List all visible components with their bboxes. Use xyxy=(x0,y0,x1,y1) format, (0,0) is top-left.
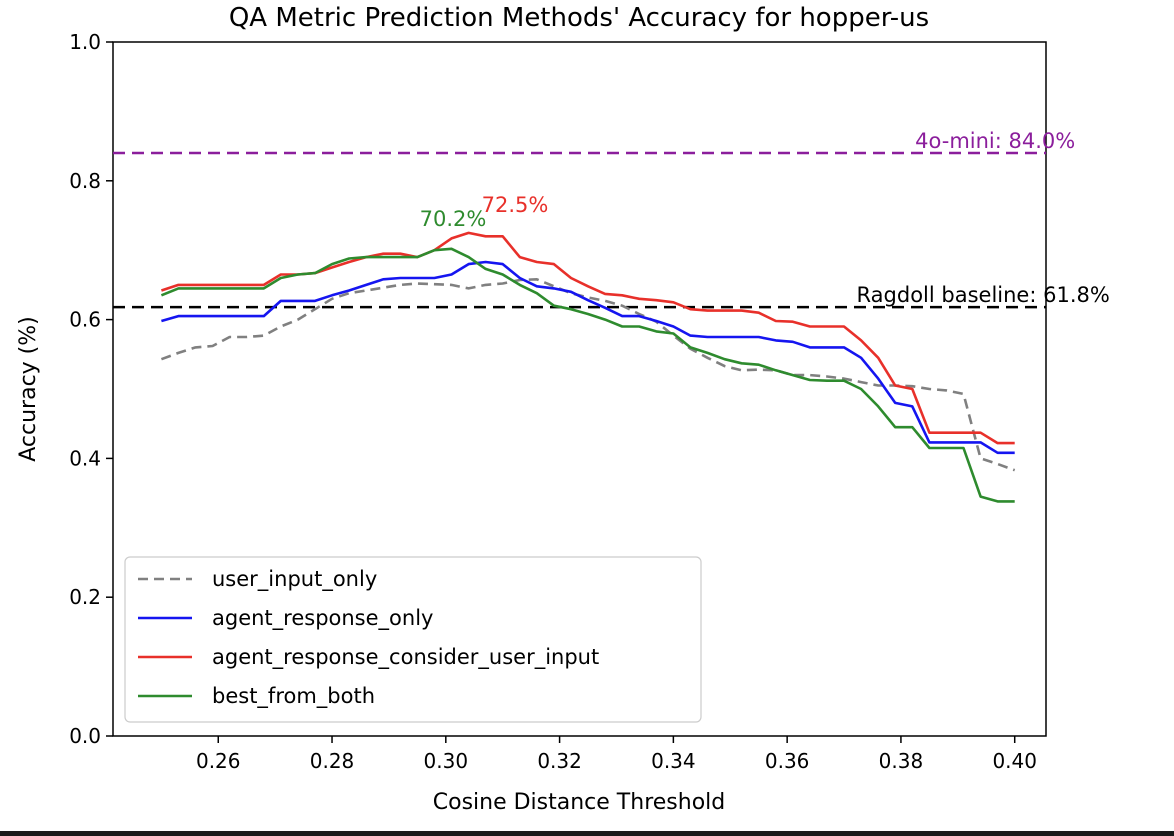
series-lines xyxy=(160,231,1016,503)
reference-line-label: 4o-mini: 84.0% xyxy=(915,129,1075,153)
x-tick-label: 0.36 xyxy=(765,749,810,773)
peak-annotation: 70.2% xyxy=(420,207,487,231)
y-axis: 0.0 0.2 0.4 0.6 0.8 1.0 xyxy=(69,30,113,748)
x-tick-label: 0.30 xyxy=(424,749,469,773)
series-line-agent_response_only xyxy=(161,260,1015,455)
series-line-best_from_both xyxy=(160,247,1015,503)
legend-box xyxy=(124,556,702,723)
y-tick-label: 0.6 xyxy=(69,308,101,332)
y-tick-label: 0.4 xyxy=(69,446,101,470)
legend-label: agent_response_consider_user_input xyxy=(212,645,599,670)
x-tick-label: 0.26 xyxy=(196,749,241,773)
reference-line-label: Ragdoll baseline: 61.8% xyxy=(857,283,1110,307)
y-tick-label: 1.0 xyxy=(69,30,101,54)
x-tick-label: 0.38 xyxy=(879,749,924,773)
bottom-border xyxy=(0,831,1174,836)
x-tick-label: 0.32 xyxy=(537,749,582,773)
legend-label: user_input_only xyxy=(212,567,377,592)
y-tick-label: 0.0 xyxy=(69,724,101,748)
y-tick-label: 0.2 xyxy=(69,585,101,609)
chart-title: QA Metric Prediction Methods' Accuracy f… xyxy=(229,3,929,33)
legend-label: agent_response_only xyxy=(212,606,433,631)
y-tick-label: 0.8 xyxy=(69,169,101,193)
x-tick-label: 0.34 xyxy=(651,749,696,773)
plot-area xyxy=(112,41,1047,737)
series-line-user_input_only xyxy=(160,277,1016,472)
peak-annotation: 72.5% xyxy=(482,193,549,217)
annotations: 70.2%72.5% xyxy=(420,193,549,231)
x-tick-label: 0.40 xyxy=(992,749,1037,773)
legend: user_input_only agent_response_only agent_… xyxy=(124,556,702,723)
plot-frame xyxy=(112,41,1047,737)
x-axis: 0.26 0.28 0.30 0.32 0.34 0.36 0.38 0.40 xyxy=(196,736,1037,773)
x-tick-label: 0.28 xyxy=(310,749,355,773)
legend-label: best_from_both xyxy=(212,684,375,709)
reference-lines: 4o-mini: 84.0% Ragdoll baseline: 61.8% xyxy=(113,129,1110,309)
y-axis-label: Accuracy (%) xyxy=(16,316,41,462)
x-axis-label: Cosine Distance Threshold xyxy=(433,790,725,815)
